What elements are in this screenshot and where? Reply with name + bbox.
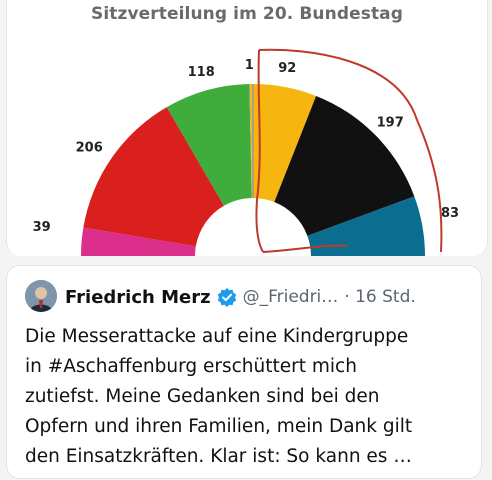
chart-slice-83 [307,196,425,256]
chart-label-197: 197 [377,116,404,131]
chart-slice-118 [166,84,252,206]
chart-slice-206 [83,107,224,247]
author-name[interactable]: Friedrich Merz [65,286,211,308]
chart-label-39: 39 [33,220,51,235]
chart-label-1: 1 [245,58,254,73]
semicircle-chart: 39 206 118 1 92 197 83 [33,48,459,256]
chart-slice-92 [250,84,317,203]
chart-title: Sitzverteilung im 20. Bundestag [90,4,404,24]
tweet-card[interactable]: Friedrich Merz @_Friedri… · 16 Std. Die … [6,265,482,479]
chart-slice-197 [274,95,415,236]
chart-slice-1 [249,84,253,199]
tweet-text: Die Messerattacke auf eine Kindergruppe … [25,326,413,467]
chart-slice-39 [81,227,196,256]
seat-distribution-chart: Sitzverteilung im 20. Bundestag 39 206 118… [6,0,488,256]
chart-label-92: 92 [278,61,296,76]
verified-badge-icon [217,287,237,307]
avatar[interactable] [25,280,57,312]
post-timestamp[interactable]: · 16 Std. [344,287,416,307]
chart-label-206: 206 [76,141,103,156]
chart-label-83: 83 [441,206,459,221]
author-handle[interactable]: @_Friedri… [242,287,339,307]
tweet-header: Friedrich Merz @_Friedri… · 16 Std. [65,284,416,310]
chart-label-118: 118 [188,65,215,80]
red-annotation-outline [255,48,443,253]
